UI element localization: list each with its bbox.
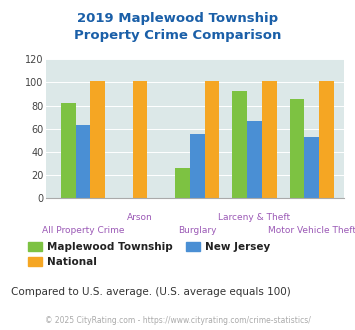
Text: © 2025 CityRating.com - https://www.cityrating.com/crime-statistics/: © 2025 CityRating.com - https://www.city… <box>45 315 310 325</box>
Bar <box>190 135 204 198</box>
Bar <box>247 120 262 198</box>
Bar <box>204 81 219 198</box>
Bar <box>133 81 147 198</box>
Bar <box>76 125 90 198</box>
Bar <box>90 81 105 198</box>
Bar <box>290 99 304 198</box>
Text: Larceny & Theft: Larceny & Theft <box>218 213 290 222</box>
Text: Compared to U.S. average. (U.S. average equals 100): Compared to U.S. average. (U.S. average … <box>11 287 290 297</box>
Bar <box>175 168 190 198</box>
Text: 2019 Maplewood Township
Property Crime Comparison: 2019 Maplewood Township Property Crime C… <box>74 12 281 42</box>
Text: Burglary: Burglary <box>178 226 217 235</box>
Legend: Maplewood Township, National, New Jersey: Maplewood Township, National, New Jersey <box>27 242 271 267</box>
Text: All Property Crime: All Property Crime <box>42 226 124 235</box>
Bar <box>262 81 277 198</box>
Bar <box>233 90 247 198</box>
Bar <box>319 81 334 198</box>
Bar <box>61 103 76 198</box>
Text: Arson: Arson <box>127 213 153 222</box>
Text: Motor Vehicle Theft: Motor Vehicle Theft <box>268 226 355 235</box>
Bar <box>304 137 319 198</box>
